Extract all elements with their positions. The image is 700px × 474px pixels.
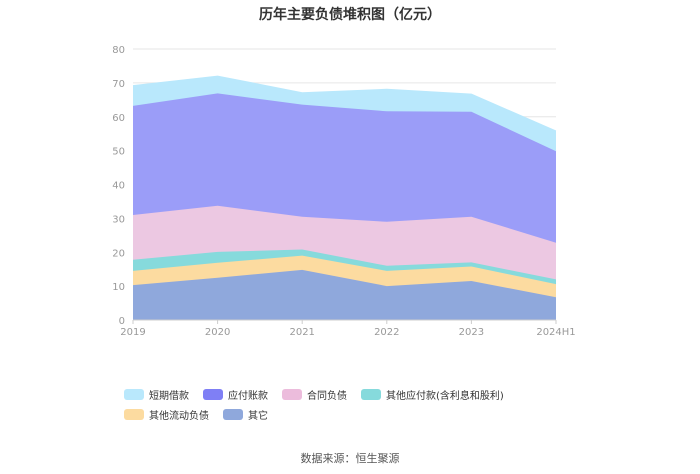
legend-item[interactable]: 合同负债 <box>282 388 347 402</box>
legend-label: 合同负债 <box>307 390 347 402</box>
y-tick-label: 30 <box>112 214 125 225</box>
legend-item[interactable]: 其他流动负债 <box>124 408 209 422</box>
legend-item[interactable]: 应付账款 <box>203 388 268 402</box>
y-tick-label: 10 <box>112 282 125 293</box>
y-tick-label: 80 <box>112 45 125 56</box>
area-series-line <box>132 75 557 132</box>
x-tick-label: 2020 <box>205 327 230 338</box>
chart-title: 历年主要负债堆积图（亿元） <box>259 7 441 23</box>
area-series <box>133 249 556 285</box>
x-tick-label: 2023 <box>459 327 484 338</box>
legend-label: 应付账款 <box>228 390 268 402</box>
x-tick-label: 2021 <box>289 327 314 338</box>
legend-swatch <box>124 388 144 400</box>
y-tick-label: 20 <box>112 248 125 259</box>
chart-legend: 短期借款 应付账款 合同负债 其他应付款(含利息和股利) 其他流动负债 其它 <box>124 388 594 422</box>
y-tick-label: 0 <box>119 316 125 327</box>
area-series <box>133 205 556 280</box>
area-series <box>133 76 556 152</box>
y-tick-label: 70 <box>112 79 125 90</box>
legend-swatch <box>203 388 223 400</box>
legend-item[interactable]: 短期借款 <box>124 388 189 402</box>
legend-swatch <box>223 408 243 420</box>
legend-swatch <box>282 388 302 400</box>
data-source-note: 数据来源：恒生聚源 <box>300 452 400 465</box>
area-series <box>133 93 556 243</box>
area-series <box>133 255 556 298</box>
y-tick-label: 60 <box>112 113 125 124</box>
y-tick-label: 40 <box>112 181 125 192</box>
x-tick-label: 2019 <box>120 327 145 338</box>
legend-swatch <box>124 408 144 420</box>
legend-item[interactable]: 其他应付款(含利息和股利) <box>361 388 504 402</box>
legend-item[interactable]: 其它 <box>223 408 268 422</box>
legend-label: 短期借款 <box>149 390 189 402</box>
legend-label: 其他应付款(含利息和股利) <box>386 390 504 402</box>
legend-label: 其它 <box>248 410 268 422</box>
legend-label: 其他流动负债 <box>149 410 209 422</box>
legend-swatch <box>361 388 381 400</box>
y-tick-label: 50 <box>112 147 125 158</box>
x-tick-label: 2024H1 <box>536 327 575 338</box>
x-tick-label: 2022 <box>374 327 399 338</box>
